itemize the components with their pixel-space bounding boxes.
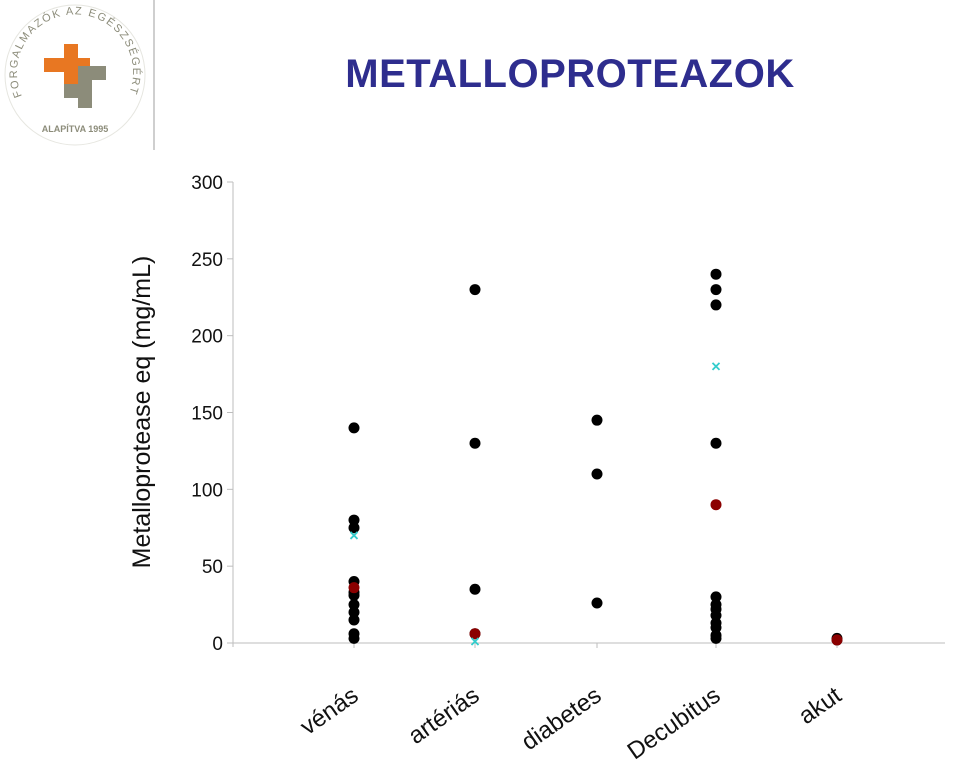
- data-point: [710, 299, 722, 311]
- data-point: [591, 414, 603, 426]
- logo: FORGALMAZÓK AZ EGÉSZSÉGÉRT ALAPÍTVA 1995: [4, 4, 146, 146]
- cross-icon: [44, 44, 106, 108]
- data-point: [710, 437, 722, 449]
- data-point: [348, 606, 360, 618]
- data-point: [348, 582, 360, 594]
- data-point: [348, 589, 360, 601]
- data-point: [469, 583, 481, 595]
- data-point: [710, 284, 722, 296]
- y-tick-label: 50: [202, 557, 223, 578]
- logo-divider: [153, 0, 155, 150]
- x-tick-label: diabetes: [517, 682, 607, 756]
- data-point: [348, 522, 360, 534]
- data-point: [710, 632, 722, 644]
- data-point: [469, 628, 481, 640]
- data-point: [710, 609, 722, 621]
- x-tick-label: Decubitus: [623, 682, 726, 765]
- data-point: [831, 634, 843, 646]
- data-point: [710, 591, 722, 603]
- data-point: [348, 514, 360, 526]
- x-tick-label: artériás: [403, 682, 484, 750]
- y-tick-label: 250: [191, 250, 223, 271]
- y-tick-label: 150: [191, 404, 223, 425]
- y-tick-label: 200: [191, 327, 223, 348]
- data-point: [710, 268, 722, 280]
- data-point: [591, 597, 603, 609]
- data-point: [469, 437, 481, 449]
- data-point: [348, 614, 360, 626]
- data-point: [348, 599, 360, 611]
- y-axis-label: Metalloprotease eq (mg/mL): [128, 256, 156, 569]
- data-point-x: [711, 362, 721, 371]
- data-point: [348, 422, 360, 434]
- data-point-x: [470, 637, 480, 646]
- x-tick-label: akut: [794, 682, 847, 730]
- page-title: METALLOPROTEAZOK: [345, 52, 795, 96]
- data-point: [591, 468, 603, 480]
- logo-founded-text: ALAPÍTVA 1995: [42, 124, 109, 134]
- y-tick-label: 300: [191, 173, 223, 194]
- x-tick-label: vénás: [295, 682, 363, 741]
- y-tick-label: 0: [212, 634, 223, 655]
- data-point: [710, 622, 722, 634]
- data-point: [710, 499, 722, 511]
- data-point: [348, 632, 360, 644]
- data-point: [469, 284, 481, 296]
- data-point-x: [349, 531, 359, 540]
- y-tick-label: 100: [191, 480, 223, 501]
